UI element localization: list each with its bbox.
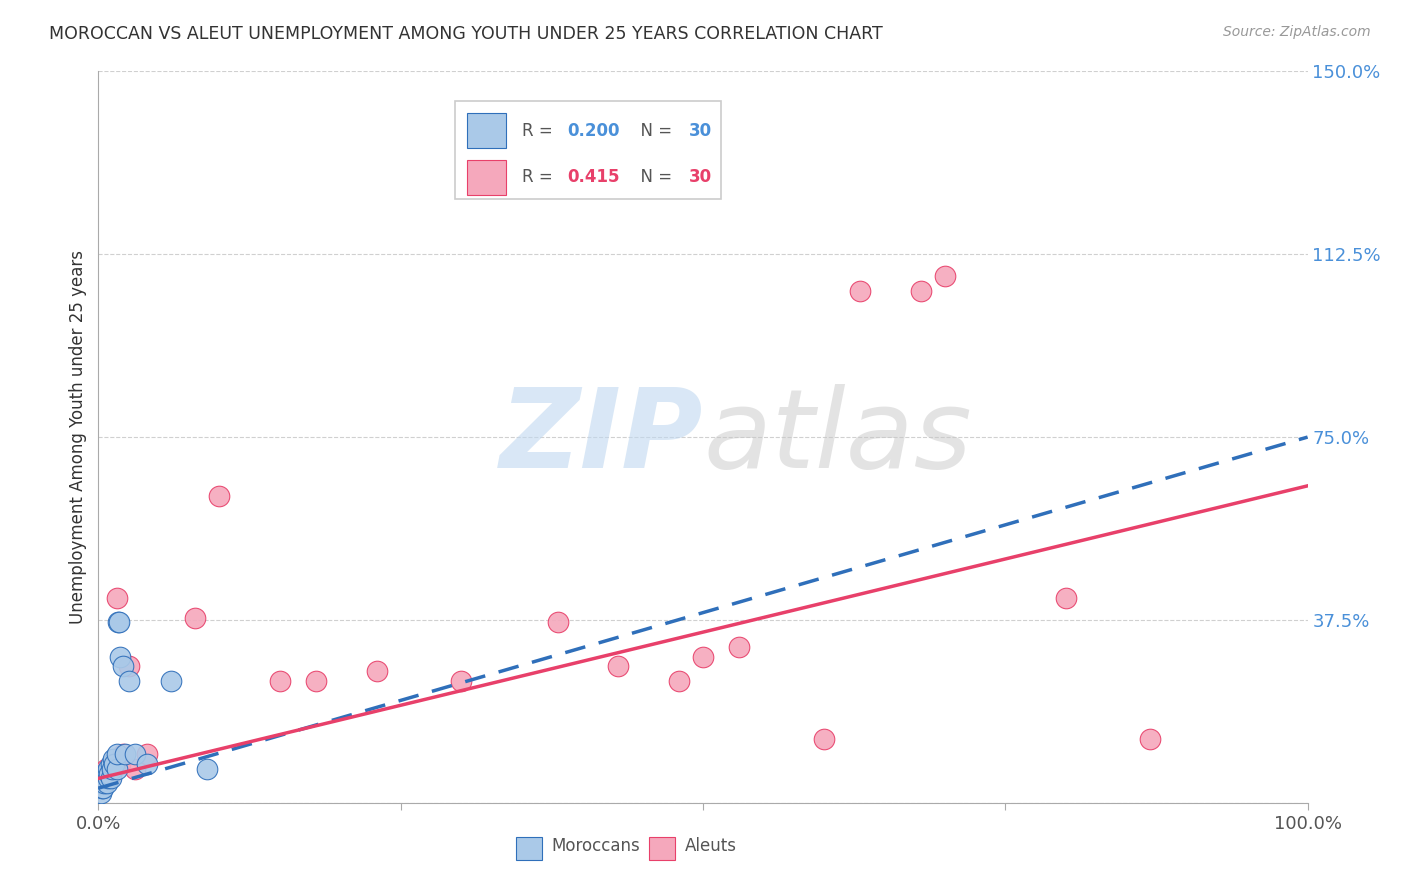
Text: atlas: atlas [703, 384, 972, 491]
Point [103, 756, 125, 771]
Text: 30: 30 [689, 122, 711, 140]
Y-axis label: Unemployment Among Youth under 25 years: Unemployment Among Youth under 25 years [69, 250, 87, 624]
Point [94, 762, 117, 776]
Text: R =: R = [522, 169, 558, 186]
Text: 0.415: 0.415 [568, 169, 620, 186]
Point [124, 762, 146, 776]
Point [118, 673, 141, 688]
Point [93, 766, 115, 780]
Point [91, 781, 114, 796]
Point [1139, 732, 1161, 747]
Point [97, 772, 120, 786]
Point [607, 659, 630, 673]
Text: ZIP: ZIP [499, 384, 703, 491]
Text: 30: 30 [689, 169, 711, 186]
Point [105, 747, 128, 761]
Point [1054, 591, 1077, 605]
Point [96, 766, 118, 780]
Point [100, 772, 122, 786]
Point [100, 762, 122, 776]
Point [910, 284, 932, 298]
Point [135, 747, 157, 761]
Point [107, 615, 129, 630]
Point [97, 766, 120, 780]
Point [96, 776, 118, 790]
Point [91, 766, 114, 780]
Point [108, 756, 131, 771]
Point [208, 489, 231, 503]
Text: N =: N = [630, 122, 678, 140]
Point [100, 756, 122, 771]
Point [366, 664, 388, 678]
Point [124, 747, 146, 761]
Point [668, 673, 690, 688]
Point [184, 610, 207, 624]
FancyBboxPatch shape [467, 113, 506, 148]
FancyBboxPatch shape [516, 838, 543, 860]
Point [934, 269, 956, 284]
Point [160, 673, 183, 688]
Point [101, 752, 124, 766]
Point [728, 640, 751, 654]
Text: R =: R = [522, 122, 558, 140]
Point [93, 776, 115, 790]
Point [91, 781, 114, 796]
Point [108, 649, 131, 664]
FancyBboxPatch shape [648, 838, 675, 860]
Point [91, 772, 114, 786]
Point [692, 649, 714, 664]
FancyBboxPatch shape [467, 160, 506, 194]
Text: Source: ZipAtlas.com: Source: ZipAtlas.com [1223, 25, 1371, 39]
Point [118, 659, 141, 673]
Point [100, 766, 122, 780]
Point [547, 615, 569, 630]
Point [108, 615, 131, 630]
Point [450, 673, 472, 688]
Point [135, 756, 157, 771]
Point [90, 786, 112, 800]
Point [105, 762, 128, 776]
Point [105, 591, 128, 605]
Text: MOROCCAN VS ALEUT UNEMPLOYMENT AMONG YOUTH UNDER 25 YEARS CORRELATION CHART: MOROCCAN VS ALEUT UNEMPLOYMENT AMONG YOU… [49, 25, 883, 43]
Text: Moroccans: Moroccans [551, 837, 641, 855]
FancyBboxPatch shape [456, 101, 721, 200]
Point [849, 284, 872, 298]
Point [111, 747, 134, 761]
Point [813, 732, 835, 747]
Point [195, 762, 218, 776]
Point [114, 747, 136, 761]
Point [93, 772, 115, 786]
Point [90, 776, 112, 790]
Point [98, 766, 121, 780]
Point [97, 762, 120, 776]
Point [305, 673, 328, 688]
Text: Aleuts: Aleuts [685, 837, 737, 855]
Point [111, 659, 134, 673]
Text: 0.200: 0.200 [568, 122, 620, 140]
Point [94, 772, 117, 786]
Text: N =: N = [630, 169, 678, 186]
Point [91, 776, 114, 790]
Point [101, 762, 124, 776]
Point [269, 673, 291, 688]
